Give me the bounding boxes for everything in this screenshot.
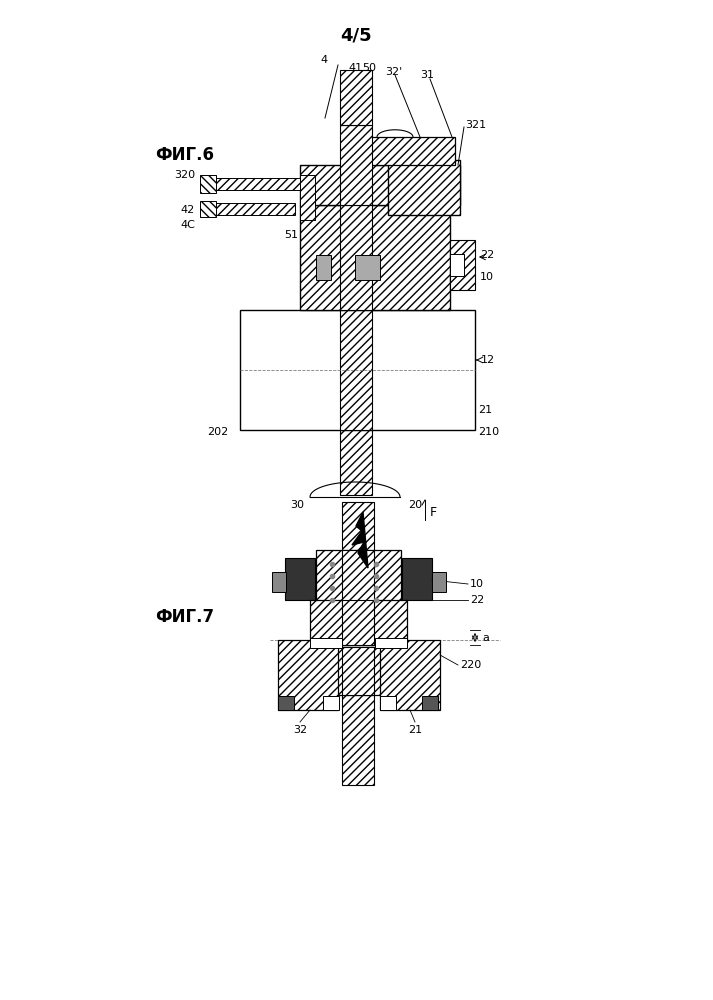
- Text: 4: 4: [320, 55, 327, 65]
- Bar: [278, 696, 294, 710]
- Bar: [432, 572, 446, 592]
- Text: 12: 12: [481, 355, 495, 365]
- Bar: [300, 175, 315, 220]
- Bar: [278, 640, 338, 710]
- Text: 51: 51: [284, 230, 298, 240]
- Text: 32: 32: [293, 725, 307, 735]
- Bar: [340, 205, 372, 310]
- Bar: [200, 201, 216, 217]
- Bar: [272, 572, 286, 592]
- Text: F: F: [430, 506, 437, 518]
- Bar: [300, 165, 460, 205]
- Bar: [310, 638, 342, 648]
- Bar: [450, 240, 475, 290]
- Text: 21: 21: [408, 725, 422, 735]
- Bar: [285, 558, 315, 600]
- Bar: [215, 203, 295, 215]
- Bar: [340, 400, 372, 495]
- Bar: [355, 255, 380, 280]
- Bar: [388, 160, 460, 215]
- Bar: [200, 175, 216, 193]
- Text: 20: 20: [408, 500, 422, 510]
- Bar: [380, 640, 440, 710]
- Bar: [375, 638, 407, 648]
- Bar: [340, 310, 372, 430]
- Text: 32': 32': [385, 67, 402, 77]
- Bar: [342, 600, 374, 645]
- Bar: [316, 550, 401, 605]
- Text: 41: 41: [348, 63, 362, 73]
- Bar: [350, 137, 455, 165]
- Text: 202: 202: [207, 427, 228, 437]
- Text: 10: 10: [470, 579, 484, 589]
- Bar: [316, 255, 331, 280]
- Text: 22: 22: [470, 595, 484, 605]
- Text: 31: 31: [420, 70, 434, 80]
- Bar: [342, 550, 374, 605]
- Bar: [342, 690, 374, 785]
- Bar: [240, 310, 475, 430]
- Text: a: a: [482, 633, 489, 643]
- Bar: [310, 600, 407, 645]
- Bar: [310, 647, 407, 695]
- Bar: [342, 647, 374, 695]
- Text: 4C: 4C: [180, 220, 195, 230]
- Text: 21: 21: [478, 405, 492, 415]
- Bar: [323, 696, 339, 710]
- Text: 210: 210: [478, 427, 499, 437]
- Text: 30: 30: [290, 500, 304, 510]
- Bar: [300, 205, 450, 310]
- Bar: [422, 696, 438, 710]
- Bar: [380, 696, 396, 710]
- Polygon shape: [352, 512, 368, 568]
- Text: 320: 320: [174, 170, 195, 180]
- Text: 321: 321: [465, 120, 486, 130]
- Text: 220: 220: [460, 660, 481, 670]
- Text: 4/5: 4/5: [340, 26, 371, 44]
- Bar: [215, 178, 300, 190]
- Text: 10: 10: [480, 272, 494, 282]
- Text: ФИГ.6: ФИГ.6: [155, 146, 214, 164]
- Bar: [342, 502, 374, 570]
- Bar: [450, 254, 464, 276]
- Bar: [340, 125, 372, 205]
- Text: 22: 22: [480, 250, 494, 260]
- Bar: [340, 70, 372, 125]
- Text: 42: 42: [181, 205, 195, 215]
- Text: ФИГ.7: ФИГ.7: [155, 608, 214, 626]
- Text: 50: 50: [362, 63, 376, 73]
- Bar: [402, 558, 432, 600]
